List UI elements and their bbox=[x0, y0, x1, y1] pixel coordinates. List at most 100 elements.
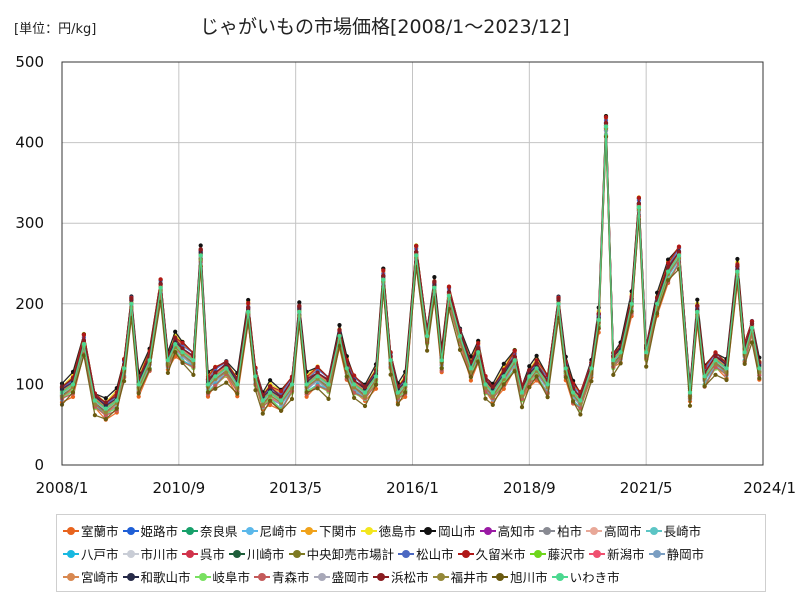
legend-label: 浜松市 bbox=[391, 570, 429, 585]
legend-item: 新潟市 bbox=[589, 542, 645, 565]
series-point bbox=[713, 372, 718, 377]
legend-item: 静岡市 bbox=[648, 542, 704, 565]
series-point bbox=[279, 408, 284, 413]
series-point bbox=[362, 390, 368, 395]
series-point bbox=[198, 253, 203, 258]
legend-marker bbox=[301, 525, 318, 537]
legend-item: 姫路市 bbox=[122, 519, 178, 542]
series-point bbox=[315, 364, 320, 370]
series-point bbox=[468, 366, 473, 371]
series-point bbox=[655, 311, 660, 316]
series-point bbox=[432, 279, 437, 284]
series-point bbox=[297, 309, 302, 314]
series-point bbox=[556, 296, 561, 301]
series-point bbox=[198, 247, 203, 252]
chart-title: じゃがいもの市場価格[2008/1～2023/12] bbox=[200, 16, 570, 38]
series-point bbox=[381, 268, 386, 273]
series-point bbox=[165, 358, 170, 363]
series-point bbox=[92, 402, 97, 407]
series-point bbox=[136, 382, 141, 387]
series-point bbox=[603, 120, 609, 125]
series-point bbox=[173, 350, 178, 355]
legend-item: 市川市 bbox=[122, 542, 179, 565]
series-point bbox=[563, 366, 568, 371]
legend-item: 長崎市 bbox=[645, 519, 702, 542]
series-point bbox=[476, 359, 481, 364]
series-point bbox=[476, 346, 481, 351]
legend-label: 市川市 bbox=[140, 547, 179, 562]
series-point bbox=[81, 342, 86, 347]
series-point bbox=[611, 372, 616, 377]
legend-marker bbox=[589, 548, 606, 560]
series-point bbox=[304, 382, 309, 387]
legend-item: 旭川市 bbox=[492, 565, 548, 588]
series-point bbox=[373, 374, 379, 379]
series-point bbox=[70, 394, 76, 399]
series-point bbox=[173, 342, 178, 347]
legend-item: 室蘭市 bbox=[63, 519, 119, 542]
legend-label: 青森市 bbox=[272, 570, 310, 585]
series-30 bbox=[59, 124, 762, 411]
series-point bbox=[676, 244, 682, 249]
series-point bbox=[596, 317, 601, 322]
series-point bbox=[490, 394, 495, 399]
legend-marker bbox=[182, 548, 199, 560]
legend-marker bbox=[229, 548, 246, 560]
legend-item: 岐阜市 bbox=[194, 565, 250, 588]
legend-marker bbox=[63, 548, 79, 560]
series-point bbox=[527, 385, 532, 390]
legend-label: 藤沢市 bbox=[547, 547, 586, 562]
series-point bbox=[724, 366, 729, 371]
legend-label: 川崎市 bbox=[247, 547, 285, 562]
plot-border bbox=[61, 61, 764, 466]
series-point bbox=[468, 378, 473, 383]
chart-axes bbox=[61, 61, 764, 466]
series-point bbox=[180, 346, 185, 351]
series-point bbox=[446, 290, 452, 295]
series-point bbox=[297, 300, 302, 305]
series-point bbox=[636, 201, 642, 206]
chart-legend: 室蘭市 姫路市 奈良県 尼崎市 下関市 徳島市 岡山市 高知市 柏市 高岡市 長崎市 八戸市 市川市 呉市… bbox=[56, 514, 766, 592]
series-point bbox=[129, 301, 134, 306]
legend-marker bbox=[398, 548, 415, 560]
series-point bbox=[129, 296, 134, 301]
series-point bbox=[666, 269, 671, 274]
series-point bbox=[158, 285, 163, 290]
series-point bbox=[483, 396, 488, 401]
series-point bbox=[268, 390, 273, 395]
series-point bbox=[414, 253, 419, 258]
y-tick-label: 300 bbox=[15, 214, 44, 232]
series-point bbox=[676, 253, 682, 258]
series-point bbox=[289, 382, 295, 387]
legend-item: 盛岡市 bbox=[313, 565, 369, 588]
y-tick-label: 0 bbox=[34, 456, 44, 474]
series-point bbox=[304, 390, 309, 395]
x-tick-label: 2021/5 bbox=[620, 479, 673, 497]
series-point bbox=[103, 410, 108, 415]
series-point bbox=[403, 382, 408, 387]
series-point bbox=[534, 374, 539, 379]
series-point bbox=[695, 303, 700, 308]
series-point bbox=[512, 354, 517, 359]
series-point bbox=[388, 358, 393, 363]
legend-label: 新潟市 bbox=[607, 547, 645, 562]
series-point bbox=[253, 388, 258, 393]
series-point bbox=[337, 343, 342, 348]
series-point bbox=[578, 398, 583, 403]
series-point bbox=[191, 372, 196, 377]
legend-marker bbox=[539, 525, 556, 537]
legend-label: 長崎市 bbox=[663, 524, 702, 539]
series-point bbox=[457, 333, 463, 339]
legend-label: 下関市 bbox=[319, 524, 357, 539]
legend-marker bbox=[182, 525, 199, 537]
series-point bbox=[122, 379, 127, 384]
series-point bbox=[268, 384, 273, 389]
legend-item: 川崎市 bbox=[229, 542, 285, 565]
series-point bbox=[571, 399, 576, 404]
series-point bbox=[724, 377, 729, 383]
series-point bbox=[213, 370, 218, 376]
legend-marker bbox=[648, 548, 665, 560]
series-point bbox=[666, 278, 671, 283]
series-point bbox=[395, 402, 400, 407]
